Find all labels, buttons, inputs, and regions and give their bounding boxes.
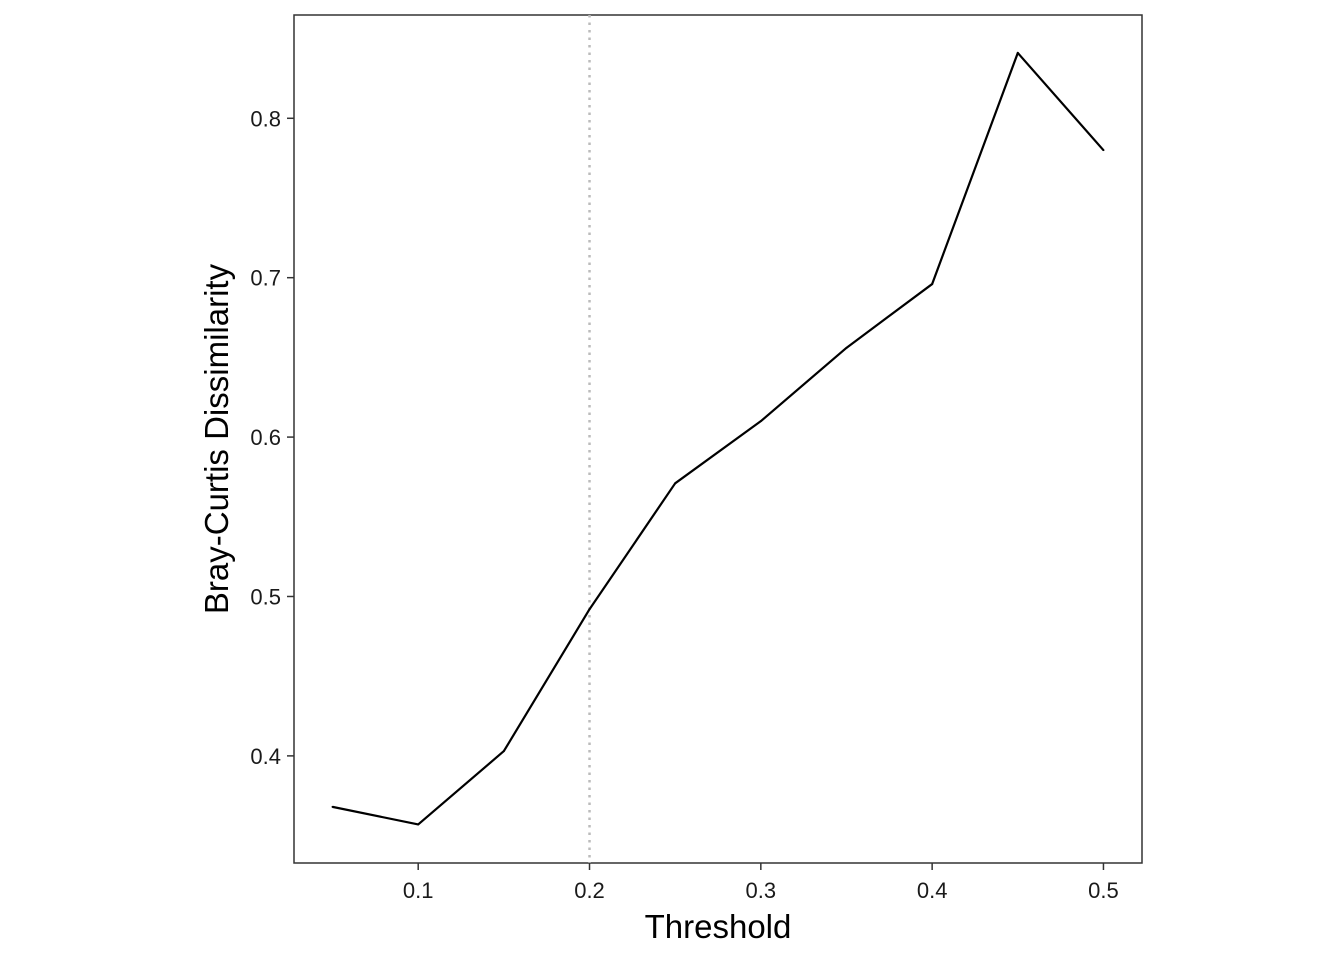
y-axis-title: Bray-Curtis Dissimilarity <box>198 263 235 614</box>
data-point <box>759 420 762 423</box>
y-tick-label: 0.7 <box>250 266 281 291</box>
y-axis: 0.4 0.5 0.6 0.7 0.8 <box>250 106 294 769</box>
y-tick-label: 0.5 <box>250 584 281 609</box>
x-tick-label: 0.3 <box>746 878 777 903</box>
y-tick-label: 0.6 <box>250 425 281 450</box>
series-line-0 <box>332 51 1105 826</box>
data-point <box>417 823 420 826</box>
x-axis: 0.1 0.2 0.3 0.4 0.5 <box>403 863 1119 903</box>
data-point <box>1102 149 1105 152</box>
data-point <box>931 283 934 286</box>
plot-panel <box>293 14 1143 864</box>
data-point <box>1016 51 1019 54</box>
x-axis-title: Threshold <box>645 908 792 945</box>
data-point <box>588 608 591 611</box>
data-point <box>331 805 334 808</box>
y-tick-label: 0.8 <box>250 106 281 131</box>
data-point <box>845 346 848 349</box>
x-tick-label: 0.5 <box>1088 878 1119 903</box>
y-tick-label: 0.4 <box>250 744 281 769</box>
data-point <box>674 482 677 485</box>
series-layer <box>331 51 1105 826</box>
x-tick-label: 0.1 <box>403 878 434 903</box>
x-tick-label: 0.4 <box>917 878 948 903</box>
x-tick-label: 0.2 <box>574 878 605 903</box>
data-point <box>502 750 505 753</box>
